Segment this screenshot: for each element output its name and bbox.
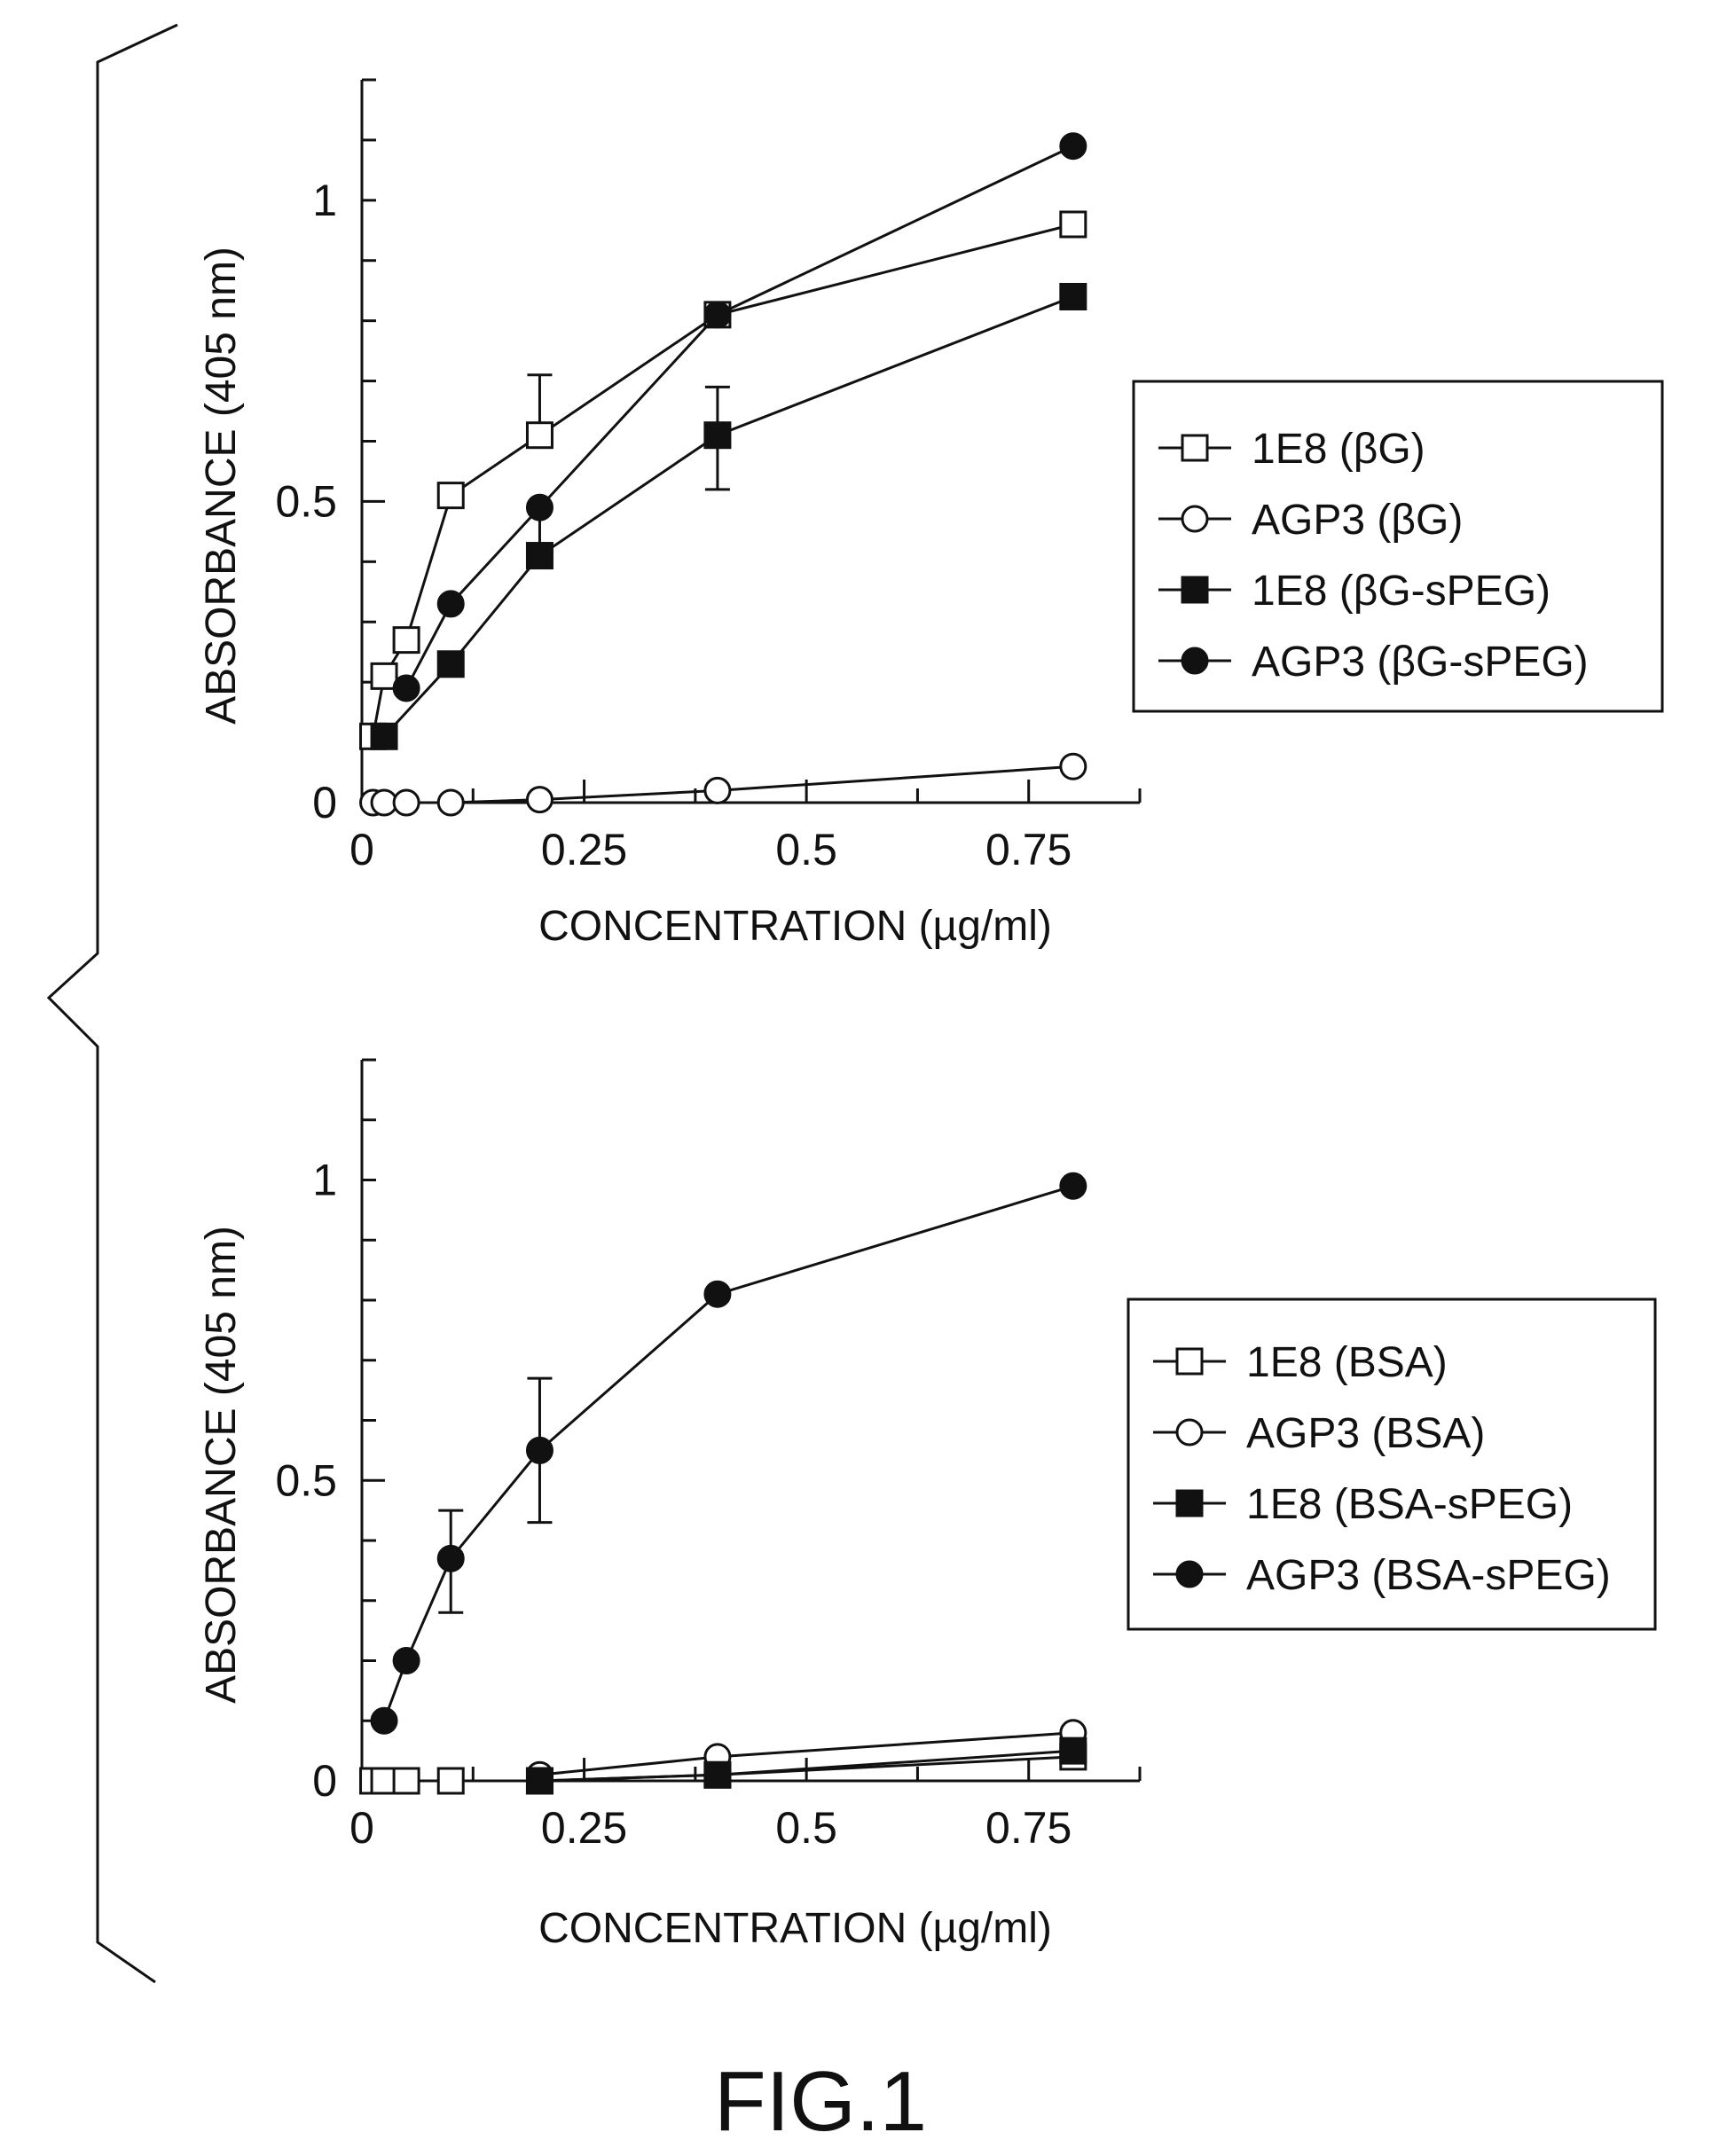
legend-marker — [1182, 435, 1207, 460]
series-line — [384, 1186, 1073, 1721]
data-point — [1061, 1738, 1086, 1763]
series-line — [406, 146, 1073, 688]
series-2 — [372, 285, 1086, 749]
y-axis-title: ABSORBANCE (405 nm) — [198, 1226, 245, 1704]
series-line — [384, 297, 1073, 737]
data-point — [705, 423, 730, 448]
series-1 — [361, 754, 1086, 815]
legend-label: 1E8 (βG-sPEG) — [1252, 568, 1551, 615]
data-point — [438, 652, 463, 677]
legend-marker — [1177, 1349, 1202, 1374]
data-point — [438, 483, 463, 508]
data-point — [1061, 285, 1086, 310]
data-point — [394, 1768, 419, 1793]
x-tick-label: 0.25 — [541, 825, 627, 874]
data-point — [1061, 754, 1086, 779]
legend-marker — [1177, 1491, 1202, 1516]
chart-top: 0 0.5 1 0 0.25 0.5 0.75 CONCENTRATION (µg/ml) AB… — [198, 80, 1662, 950]
chart-bottom: 0 0.5 1 0 0.25 0.5 0.75 CONCENTRATION (µg/ml) AB… — [198, 1060, 1655, 1952]
data-point — [438, 1768, 463, 1793]
data-point — [705, 778, 730, 803]
grouping-brace — [49, 25, 177, 1982]
x-axis-title: CONCENTRATION (µg/ml) — [538, 903, 1052, 950]
legend-label: 1E8 (BSA-sPEG) — [1246, 1481, 1573, 1528]
x-tick-label: 0.5 — [775, 1803, 837, 1853]
y-tick-label: 0.5 — [275, 476, 337, 526]
y-tick-label: 0 — [312, 1756, 337, 1806]
legend-marker — [1182, 577, 1207, 602]
series-0 — [361, 212, 1086, 749]
x-tick-label: 0.75 — [985, 1803, 1072, 1853]
x-tick-label: 0.5 — [775, 825, 837, 874]
legend-label: AGP3 (βG) — [1252, 497, 1463, 544]
legend-label: 1E8 (BSA) — [1246, 1339, 1448, 1386]
data-point — [527, 495, 552, 520]
series-3 — [372, 1173, 1086, 1733]
data-point — [372, 724, 396, 749]
x-tick-label: 0 — [349, 825, 374, 874]
data-point — [438, 592, 463, 616]
data-point — [438, 790, 463, 815]
x-axis-title: CONCENTRATION (µg/ml) — [538, 1905, 1052, 1952]
y-tick-label: 1 — [312, 176, 337, 225]
y-tick-label: 1 — [312, 1156, 337, 1205]
x-tick-label: 0.75 — [985, 825, 1072, 874]
legend-marker — [1182, 648, 1207, 673]
data-point — [438, 1546, 463, 1571]
data-point — [394, 676, 419, 701]
legend-marker — [1177, 1420, 1202, 1445]
data-point — [394, 790, 419, 815]
data-point — [394, 1649, 419, 1674]
y-tick-label: 0.5 — [275, 1455, 337, 1505]
data-point — [1061, 1173, 1086, 1198]
data-point — [372, 1708, 396, 1733]
legend-label: AGP3 (βG-sPEG) — [1252, 639, 1589, 686]
x-tick-label: 0 — [349, 1803, 374, 1853]
data-point — [527, 423, 552, 448]
legend: 1E8 (BSA) AGP3 (BSA) 1E8 (BSA-sPEG) AGP3 (B… — [1128, 1299, 1655, 1629]
data-point — [527, 1768, 552, 1793]
legend: 1E8 (βG) AGP3 (βG) 1E8 (βG-sPEG) AGP3 (βG-s… — [1134, 381, 1662, 711]
data-point — [394, 628, 419, 653]
y-axis-title: ABSORBANCE (405 nm) — [198, 247, 245, 725]
y-tick-label: 0 — [312, 778, 337, 827]
data-point — [705, 1762, 730, 1787]
data-point — [705, 302, 730, 327]
series-3 — [394, 134, 1086, 701]
data-point — [1061, 212, 1086, 237]
legend-marker — [1182, 506, 1207, 531]
data-point — [1061, 134, 1086, 159]
legend-label: AGP3 (BSA-sPEG) — [1246, 1552, 1611, 1599]
x-tick-label: 0.25 — [541, 1803, 627, 1853]
legend-label: AGP3 (BSA) — [1246, 1410, 1485, 1457]
data-point — [527, 1438, 552, 1462]
data-point — [705, 1282, 730, 1306]
legend-marker — [1177, 1562, 1202, 1587]
figure-label: FIG.1 — [714, 2054, 927, 2149]
data-point — [527, 788, 552, 812]
legend-label: 1E8 (βG) — [1252, 426, 1425, 473]
data-point — [372, 663, 396, 688]
